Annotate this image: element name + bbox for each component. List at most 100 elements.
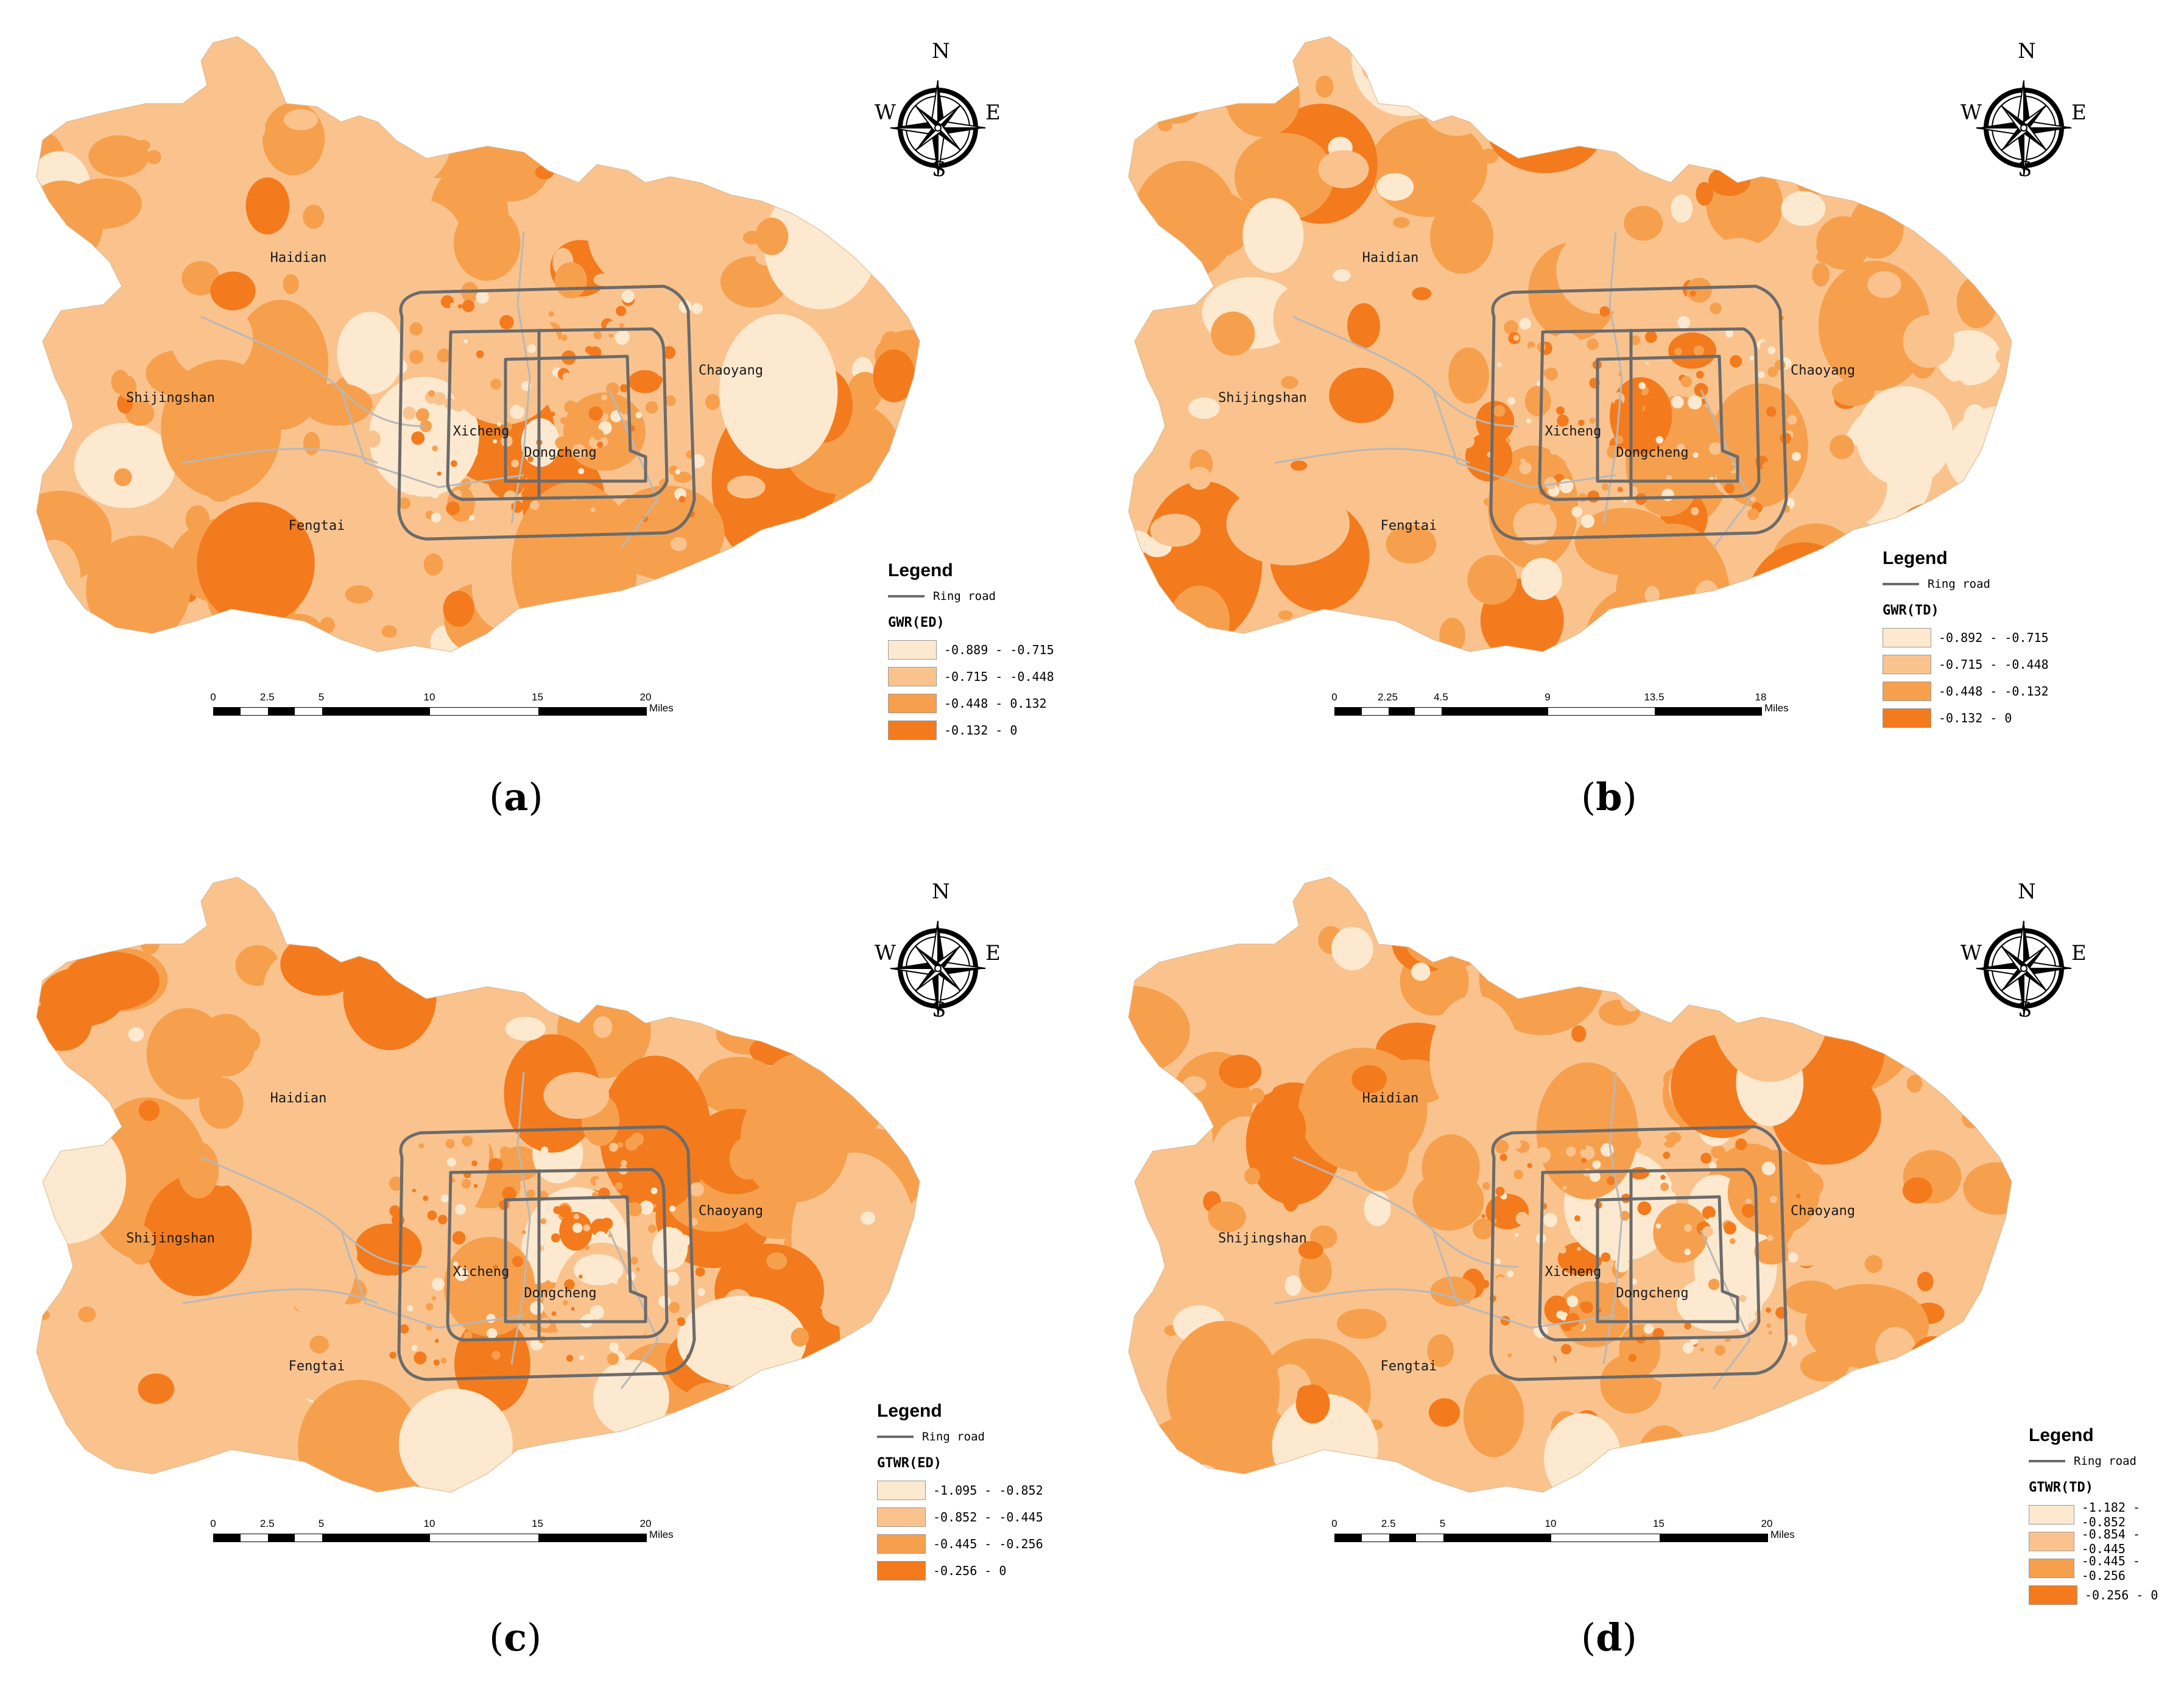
value-speckle [1676, 443, 1686, 453]
value-speckle [1663, 1151, 1671, 1159]
value-patch [1710, 925, 1831, 1082]
value-patch [1591, 57, 1607, 72]
value-speckle [613, 1280, 618, 1285]
legend-swatch [2029, 1505, 2074, 1524]
value-speckle [1725, 329, 1734, 338]
value-speckle [1693, 1132, 1699, 1137]
value-patch [1524, 386, 1551, 417]
value-patch [1688, 613, 1750, 652]
district-label-fengtai: Fengtai [1381, 1359, 1437, 1374]
district-boundary-line [182, 448, 378, 464]
value-patch [412, 1044, 431, 1068]
value-patch [675, 198, 766, 263]
value-speckle [1677, 1285, 1682, 1289]
value-speckle [457, 304, 463, 309]
value-speckle [571, 1306, 575, 1311]
value-speckle [579, 1274, 583, 1279]
value-patch [58, 252, 80, 270]
value-patch [718, 877, 794, 958]
scale-bar-segments [213, 1534, 647, 1542]
value-speckle [620, 1298, 633, 1311]
value-speckle [479, 429, 484, 434]
value-patch [1351, 1065, 1387, 1093]
legend-class-label: -0.256 - 0 [2085, 1588, 2158, 1602]
value-speckle [572, 1222, 583, 1233]
value-speckle [573, 1213, 580, 1220]
value-speckle [697, 1288, 705, 1296]
value-patch [1831, 379, 1875, 406]
value-patch [554, 262, 587, 299]
value-patch [1877, 985, 1892, 998]
value-speckle [1739, 1295, 1747, 1302]
value-speckle [1607, 1176, 1616, 1185]
value-speckle [616, 306, 627, 317]
scale-tick-label: 5 [318, 691, 325, 703]
compass-s-label: S [932, 157, 946, 181]
value-speckle [389, 1205, 401, 1217]
scale-bar-segment [1659, 1534, 1767, 1542]
value-speckle [1690, 1337, 1698, 1345]
value-patch [1781, 191, 1826, 226]
value-speckle [622, 446, 627, 451]
value-patch [1784, 108, 1868, 178]
value-patch [1169, 585, 1230, 652]
value-speckle [1724, 1222, 1736, 1235]
value-speckle [1769, 1196, 1777, 1203]
value-speckle [1724, 483, 1735, 494]
value-patch [787, 155, 808, 175]
value-speckle [463, 1331, 473, 1341]
scale-bar-segments [213, 707, 647, 716]
value-speckle [551, 1311, 557, 1316]
district-boundary-line [608, 389, 659, 549]
value-patch [593, 1016, 613, 1038]
value-speckle [1652, 1328, 1664, 1339]
scale-bar-segment [538, 708, 646, 715]
value-patch [1670, 104, 1734, 163]
value-patch [493, 629, 510, 652]
map-panel-a: Haidian Shijingshan Chaoyang Xicheng Dongche… [0, 0, 1092, 840]
value-patch [390, 73, 412, 93]
value-patch [1633, 541, 1652, 554]
value-speckle [496, 1291, 501, 1295]
value-speckle [1696, 370, 1704, 379]
value-patch [729, 1137, 766, 1180]
value-patch [786, 1387, 838, 1424]
value-speckle [1637, 1201, 1652, 1216]
legend-swatch [888, 667, 937, 686]
value-patch [387, 877, 496, 944]
legend-field-label: GTWR(TD) [2029, 1480, 2093, 1495]
value-speckle [1527, 1163, 1532, 1168]
value-patch [2000, 259, 2012, 280]
value-speckle [621, 290, 635, 303]
value-patch [1975, 191, 1991, 213]
value-speckle [433, 1359, 440, 1366]
value-speckle [606, 382, 619, 396]
value-patch [845, 1003, 879, 1045]
value-speckle [455, 1267, 469, 1281]
value-speckle [1602, 1306, 1607, 1312]
legend-class-label: -1.182 - -0.852 [2081, 1500, 2141, 1529]
value-speckle [1551, 457, 1566, 472]
value-patch [1954, 37, 1968, 53]
value-speckle [1545, 367, 1559, 381]
value-speckle [1682, 1342, 1694, 1354]
value-speckle [696, 1337, 706, 1347]
value-speckle [1544, 504, 1551, 511]
value-speckle [619, 384, 629, 393]
value-speckle [1614, 399, 1623, 408]
value-patch [593, 273, 613, 286]
value-speckle [1700, 1347, 1705, 1352]
value-patch [727, 475, 766, 499]
value-patch [1677, 937, 1747, 989]
value-speckle [452, 1231, 466, 1245]
value-speckle [636, 1267, 640, 1272]
value-speckle [621, 414, 629, 421]
value-patch [1467, 555, 1518, 605]
value-speckle [1638, 382, 1646, 390]
legend-title: Legend [2029, 1425, 2094, 1445]
scale-bar-segment [1551, 1534, 1660, 1542]
value-speckle [560, 334, 568, 341]
value-speckle [440, 1194, 449, 1203]
value-patch [1875, 1327, 1915, 1372]
value-patch [1448, 347, 1489, 404]
